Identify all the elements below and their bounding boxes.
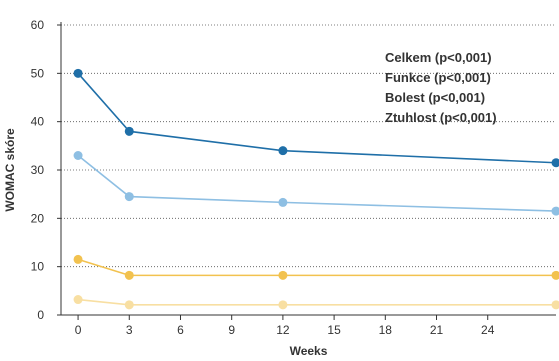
legend-entry: Celkem (p<0,001) <box>385 50 492 65</box>
series-2-point <box>551 206 559 216</box>
x-tick-label: 12 <box>276 323 290 337</box>
x-tick-label: 6 <box>177 323 184 337</box>
y-tick-label: 0 <box>37 308 44 322</box>
series-4-point <box>73 295 83 305</box>
series-4-point <box>124 300 134 310</box>
x-tick-label: 3 <box>126 323 133 337</box>
series-3-point <box>124 270 134 280</box>
series-line-4 <box>77 298 556 306</box>
y-tick-label: 20 <box>31 211 45 225</box>
legend-entry: Ztuhlost (p<0,001) <box>385 110 497 125</box>
x-tick-label: 9 <box>228 323 235 337</box>
legend-entry: Funkce (p<0,001) <box>385 70 491 85</box>
series-1-point <box>278 146 288 156</box>
series-1-point <box>124 126 134 136</box>
series-3-point <box>551 270 559 280</box>
y-tick-label: 40 <box>31 115 45 129</box>
y-tick-label: 30 <box>31 163 45 177</box>
x-tick-label: 24 <box>481 323 495 337</box>
y-tick-label: 60 <box>31 18 45 32</box>
series-3-point <box>278 270 288 280</box>
series-line-3 <box>77 258 556 277</box>
series-4-point <box>278 300 288 310</box>
series-3-point <box>73 254 83 264</box>
series-2-point <box>73 151 83 160</box>
series-4-point <box>551 300 559 310</box>
series-2-point <box>124 192 134 202</box>
series-1-point <box>73 68 83 78</box>
series-2-point <box>278 197 288 207</box>
y-tick-label: 50 <box>31 66 45 80</box>
legend-entry: Bolest (p<0,001) <box>385 90 485 105</box>
x-axis-title: Weeks <box>290 344 328 358</box>
y-tick-label: 10 <box>31 260 45 274</box>
x-tick-label: 15 <box>327 323 341 337</box>
y-axis-title: WOMAC skóre <box>3 128 17 212</box>
series-1-point <box>551 158 559 168</box>
x-tick-label: 18 <box>379 323 393 337</box>
series-line-1 <box>77 72 557 164</box>
series-line-2 <box>77 154 557 212</box>
x-tick-label: 21 <box>430 323 444 337</box>
x-tick-label: 0 <box>75 323 82 337</box>
